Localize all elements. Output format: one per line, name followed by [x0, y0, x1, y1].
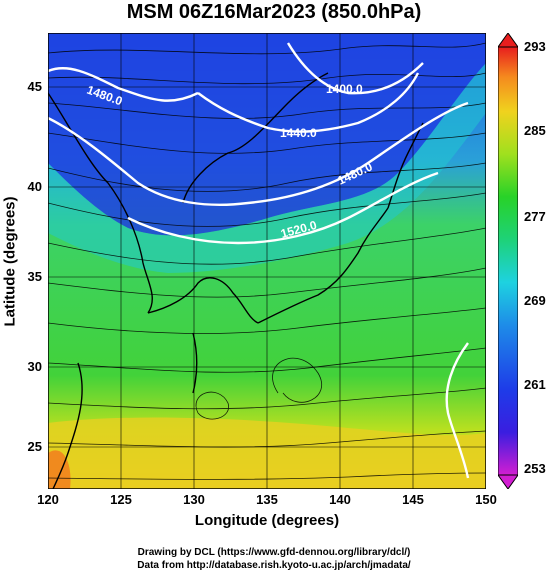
colorbar: [498, 33, 518, 489]
contour-label-1400: 1400.0: [326, 82, 363, 96]
contour-label-1440: 1440.0: [280, 126, 317, 140]
y-tick-35: 35: [27, 269, 42, 284]
x-tick-145: 145: [402, 492, 424, 507]
y-tick-45: 45: [27, 79, 42, 94]
contour-1520: [127, 171, 439, 245]
map-title: MSM 06Z16Mar2023 (850.0hPa): [126, 1, 422, 23]
colorbar-tick-269: 269: [524, 293, 546, 308]
x-tick-150: 150: [475, 492, 497, 507]
credit-line-2: Data from http://database.rish.kyoto-u.a…: [137, 560, 411, 571]
y-tick-40: 40: [27, 179, 42, 194]
colorbar-tick-293: 293: [524, 39, 546, 54]
y-axis-label: Latitude (degrees): [1, 196, 19, 327]
x-axis-label: Longitude (degrees): [194, 512, 340, 529]
contour-1520-south: [445, 342, 470, 479]
x-tick-120: 120: [37, 492, 59, 507]
height-contours: [48, 42, 470, 479]
contour-1400: [286, 42, 424, 95]
contour-1480-north: [48, 66, 199, 102]
x-tick-130: 130: [183, 492, 205, 507]
x-tick-140: 140: [329, 492, 351, 507]
colorbar-top-arrow: [498, 33, 518, 48]
weather-map: 1480.0 1440.0 1400.0 1480.0 1520.0: [48, 33, 486, 489]
colorbar-bottom-arrow: [498, 474, 518, 489]
credit-line-1: Drawing by DCL (https://www.gfd-dennou.o…: [137, 547, 411, 558]
grid: [48, 33, 486, 489]
colorbar-tick-253: 253: [524, 461, 546, 476]
cyan-band: [48, 63, 486, 273]
x-tick-135: 135: [256, 492, 278, 507]
x-tick-125: 125: [110, 492, 132, 507]
contour-1480-mid: [48, 101, 469, 206]
colorbar-tick-285: 285: [524, 123, 546, 138]
contour-1440: [197, 72, 420, 133]
colorbar-tick-277: 277: [524, 209, 546, 224]
y-tick-30: 30: [27, 359, 42, 374]
y-tick-25: 25: [27, 439, 42, 454]
colorbar-tick-261: 261: [524, 377, 546, 392]
colorbar-scale: [498, 46, 518, 476]
wind-streamlines: [48, 42, 486, 480]
